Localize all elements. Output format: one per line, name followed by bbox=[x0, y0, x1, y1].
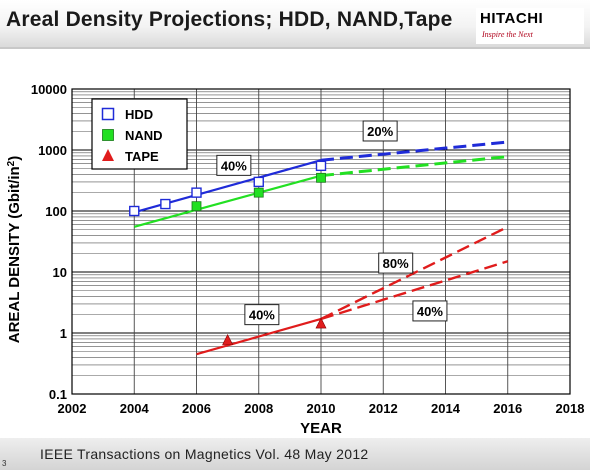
nand-trend-line bbox=[133, 174, 322, 228]
legend-label: HDD bbox=[125, 107, 153, 122]
annotation-label: 80% bbox=[383, 256, 409, 271]
title-bar: Areal Density Projections; HDD, NAND,Tap… bbox=[0, 0, 590, 48]
annotation-box bbox=[362, 120, 398, 142]
tape-trend-line bbox=[196, 317, 322, 356]
nand-data-point bbox=[253, 187, 264, 198]
x-axis-label: YEAR bbox=[300, 420, 342, 437]
tick-labels: 2002 2004 2006 2008 2010 2012 2014 2016 2018 0.1 1… bbox=[31, 82, 585, 416]
slide-title: Areal Density Projections; HDD, NAND,Tap… bbox=[6, 8, 453, 31]
hdd-projection-line bbox=[320, 140, 508, 162]
nand-projection-line bbox=[320, 155, 508, 178]
x-tick-label: 2006 bbox=[182, 401, 211, 416]
legend-marker-hdd bbox=[101, 107, 115, 121]
tape-projection-high-line bbox=[320, 225, 509, 321]
tape-projection-low-line bbox=[320, 260, 509, 321]
x-tick-label: 2012 bbox=[369, 401, 398, 416]
annotation-box bbox=[378, 252, 414, 274]
y-tick-label: 100 bbox=[45, 204, 67, 219]
hdd-data-point bbox=[129, 205, 140, 217]
legend-marker-nand bbox=[102, 129, 114, 141]
legend: HDD NAND TAPE bbox=[91, 98, 188, 170]
tape-data-point bbox=[222, 333, 234, 345]
x-tick-label: 2002 bbox=[58, 401, 87, 416]
tape-data-point bbox=[315, 317, 327, 329]
x-tick-label: 2018 bbox=[556, 401, 585, 416]
annotation-box bbox=[216, 154, 252, 176]
annotation-label: 40% bbox=[417, 304, 443, 319]
legend-label: TAPE bbox=[125, 149, 159, 164]
y-tick-label: 10 bbox=[53, 265, 67, 280]
annotations: 40% 20% 80% 40% 40% bbox=[216, 120, 448, 326]
legend-label: NAND bbox=[125, 128, 163, 143]
hdd-data-point bbox=[315, 160, 327, 172]
annotation-label: 20% bbox=[367, 124, 393, 139]
annotation-label: 40% bbox=[249, 308, 275, 323]
nand-data-point bbox=[191, 201, 202, 212]
x-tick-label: 2008 bbox=[244, 401, 273, 416]
page-number: 3 bbox=[2, 459, 7, 468]
legend-marker-tape bbox=[102, 149, 114, 161]
hitachi-logo: HITACHI Inspire the Next bbox=[476, 8, 584, 44]
x-tick-label: 2004 bbox=[120, 401, 150, 416]
footer-band bbox=[0, 438, 590, 470]
x-tick-label: 2010 bbox=[307, 401, 336, 416]
annotation-label: 40% bbox=[221, 158, 247, 173]
y-tick-label: 10000 bbox=[31, 82, 67, 97]
x-tick-label: 2014 bbox=[431, 401, 461, 416]
nand-data-point bbox=[316, 172, 326, 183]
grid bbox=[71, 89, 571, 395]
annotation-box bbox=[412, 300, 448, 322]
y-tick-label: 1 bbox=[60, 326, 67, 341]
plot-frame bbox=[71, 88, 571, 395]
hdd-data-point bbox=[191, 187, 202, 198]
y-axis-label: AREAL DENSITY (Gbit/in2) bbox=[6, 156, 24, 344]
annotation-box bbox=[244, 304, 280, 326]
logo-tagline: Inspire the Next bbox=[482, 30, 533, 39]
x-tick-label: 2016 bbox=[493, 401, 522, 416]
hdd-data-point bbox=[253, 176, 264, 188]
areal-density-chart: 2002 2004 2006 2008 2010 2012 2014 2016 2018 0.1 1… bbox=[6, 82, 585, 437]
citation: IEEE Transactions on Magnetics Vol. 48 M… bbox=[40, 446, 369, 462]
header-divider bbox=[0, 47, 590, 49]
hdd-data-point bbox=[160, 198, 171, 210]
y-tick-label: 1000 bbox=[38, 143, 67, 158]
series bbox=[129, 140, 509, 356]
y-tick-label: 0.1 bbox=[49, 387, 67, 402]
logo-text: HITACHI bbox=[480, 10, 544, 27]
